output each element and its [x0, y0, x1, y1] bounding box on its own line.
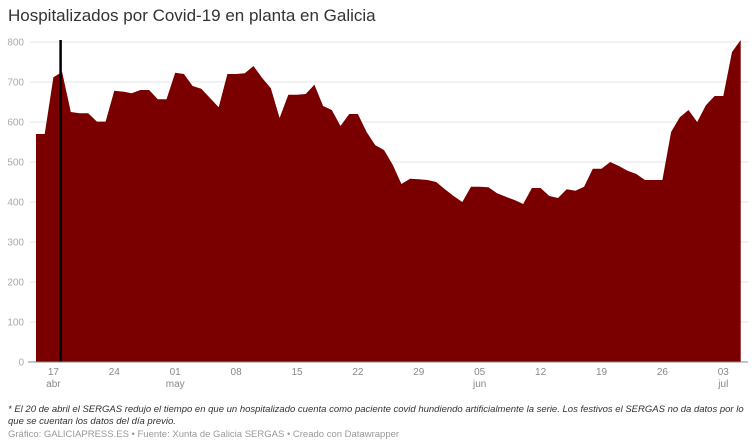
x-tick-label: 29	[413, 367, 425, 378]
x-tick-label: 15	[291, 367, 303, 378]
x-tick-label: 17	[48, 367, 60, 378]
y-tick-label: 700	[7, 78, 24, 89]
x-tick-label: 12	[535, 367, 547, 378]
y-tick-label: 300	[7, 238, 24, 249]
x-tick-label: 01	[170, 367, 182, 378]
y-tick-label: 200	[7, 278, 24, 289]
x-month-label: may	[166, 379, 185, 390]
chart-title: Hospitalizados por Covid-19 en planta en…	[8, 6, 376, 25]
credits: Gráfico: GALICIAPRESS.ES • Fuente: Xunta…	[8, 429, 400, 440]
footnote: * El 20 de abril el SERGAS redujo el tie…	[8, 404, 744, 427]
x-tick-label: 19	[596, 367, 608, 378]
x-tick-label: 05	[474, 367, 486, 378]
x-tick-label: 03	[718, 367, 730, 378]
x-tick-label: 24	[109, 367, 121, 378]
y-tick-label: 400	[7, 198, 24, 209]
y-tick-label: 500	[7, 158, 24, 169]
y-axis: 0 100 200 300 400 500 600 700 800	[7, 38, 24, 369]
y-tick-label: 600	[7, 118, 24, 129]
x-month-label: jul	[717, 379, 728, 390]
y-tick-label: 0	[18, 358, 24, 369]
hospitalized-area-series	[36, 40, 741, 362]
y-tick-label: 800	[7, 38, 24, 49]
x-month-label: jun	[472, 379, 486, 390]
x-month-label: abr	[46, 379, 61, 390]
y-tick-label: 100	[7, 318, 24, 329]
x-tick-label: 08	[231, 367, 243, 378]
x-tick-label: 26	[657, 367, 669, 378]
x-tick-label: 22	[352, 367, 364, 378]
